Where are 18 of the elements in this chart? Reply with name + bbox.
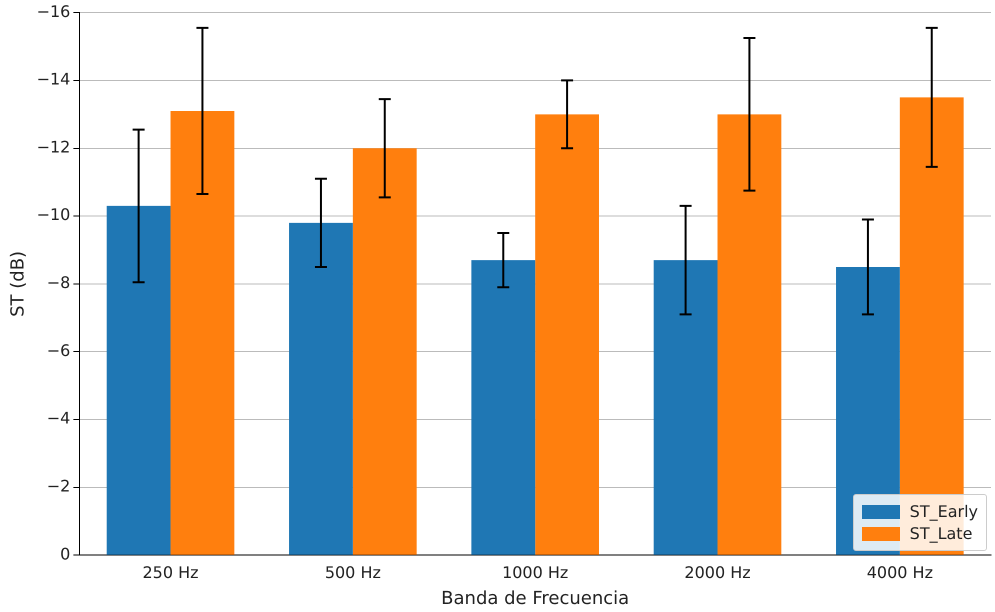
y-tick-label: −14: [36, 70, 70, 89]
y-tick-label: −8: [46, 273, 70, 292]
legend-label: ST_Early: [910, 502, 978, 522]
y-tick-label: −12: [36, 137, 70, 156]
x-tick-label: 4000 Hz: [866, 562, 933, 582]
y-tick-label: −10: [36, 205, 70, 224]
y-axis-title: ST (dB): [7, 250, 28, 317]
y-tick-label: −4: [46, 408, 70, 428]
legend-label: ST_Late: [910, 524, 972, 544]
y-tick-label: −6: [46, 340, 70, 360]
y-tick-label: 0: [60, 544, 70, 564]
x-tick-label: 2000 Hz: [684, 562, 751, 582]
x-tick-label: 250 Hz: [142, 562, 199, 582]
x-tick-label: 500 Hz: [324, 562, 381, 582]
y-tick-label: −2: [46, 476, 70, 496]
y-tick-label: −16: [36, 2, 70, 21]
x-axis-title: Banda de Frecuencia: [441, 588, 630, 609]
x-tick-label: 1000 Hz: [502, 562, 568, 582]
